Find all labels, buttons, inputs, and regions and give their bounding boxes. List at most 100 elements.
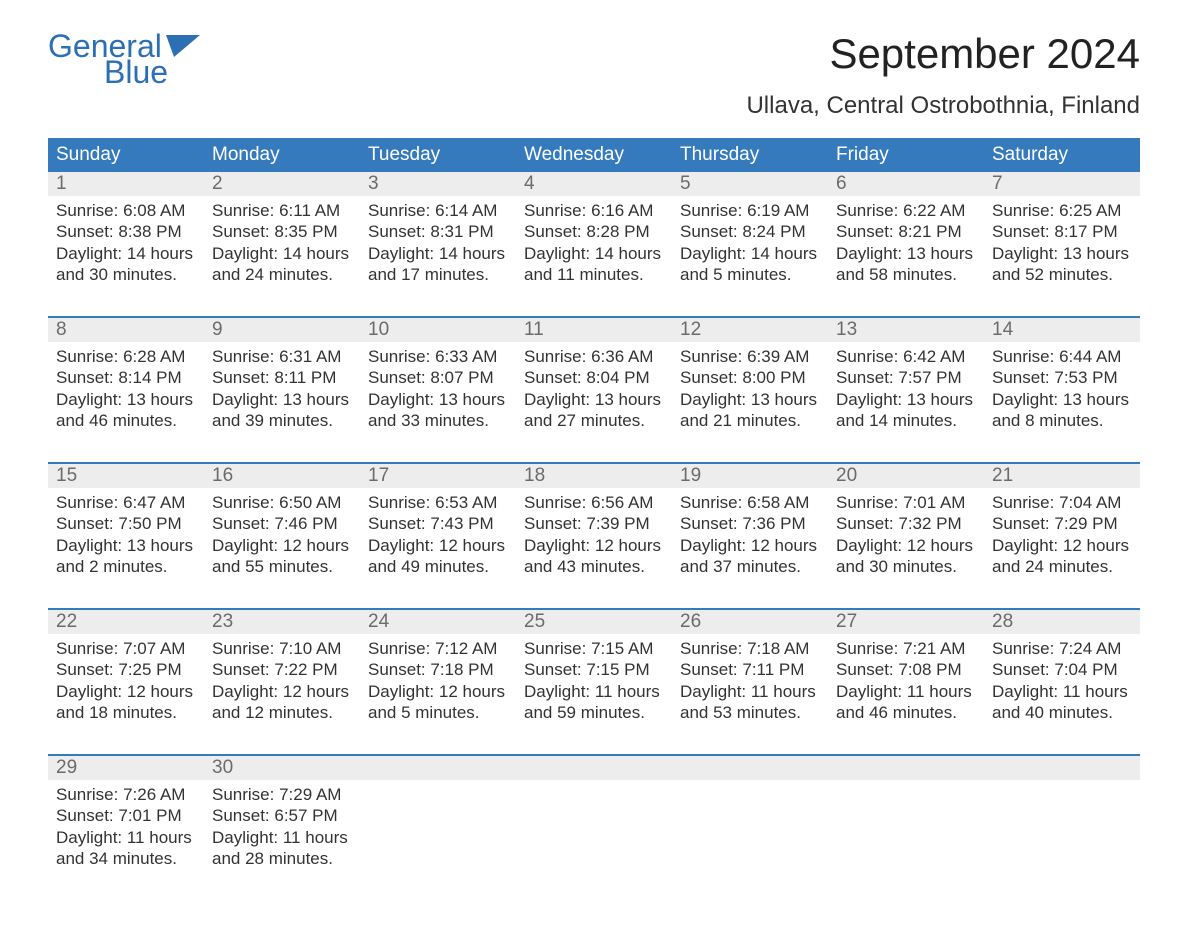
day-number: 29 [48, 756, 204, 780]
day-cell: Sunrise: 7:01 AMSunset: 7:32 PMDaylight:… [828, 488, 984, 592]
sunset-line: Sunset: 7:01 PM [56, 805, 196, 826]
location: Ullava, Central Ostrobothnia, Finland [746, 92, 1140, 120]
sunset-line: Sunset: 7:39 PM [524, 513, 664, 534]
day-number: 27 [828, 610, 984, 634]
sunset-line: Sunset: 8:00 PM [680, 367, 820, 388]
day-number: 7 [984, 172, 1140, 196]
daylight-line: Daylight: 13 hours and 46 minutes. [56, 389, 196, 432]
daylight-line: Daylight: 12 hours and 24 minutes. [992, 535, 1132, 578]
sunset-line: Sunset: 8:04 PM [524, 367, 664, 388]
day-cell: Sunrise: 6:08 AMSunset: 8:38 PMDaylight:… [48, 196, 204, 300]
day-cell: Sunrise: 7:18 AMSunset: 7:11 PMDaylight:… [672, 634, 828, 738]
sunrise-line: Sunrise: 6:31 AM [212, 346, 352, 367]
sunset-line: Sunset: 7:57 PM [836, 367, 976, 388]
daybody-row: Sunrise: 7:26 AMSunset: 7:01 PMDaylight:… [48, 780, 1140, 884]
day-cell: Sunrise: 7:04 AMSunset: 7:29 PMDaylight:… [984, 488, 1140, 592]
day-cell: Sunrise: 6:39 AMSunset: 8:00 PMDaylight:… [672, 342, 828, 446]
sunset-line: Sunset: 8:11 PM [212, 367, 352, 388]
sunset-line: Sunset: 8:38 PM [56, 221, 196, 242]
day-cell: Sunrise: 6:19 AMSunset: 8:24 PMDaylight:… [672, 196, 828, 300]
day-cell: Sunrise: 6:14 AMSunset: 8:31 PMDaylight:… [360, 196, 516, 300]
day-number: 12 [672, 318, 828, 342]
sunrise-line: Sunrise: 6:47 AM [56, 492, 196, 513]
day-number: 8 [48, 318, 204, 342]
sunrise-line: Sunrise: 6:25 AM [992, 200, 1132, 221]
sunset-line: Sunset: 7:29 PM [992, 513, 1132, 534]
day-number: 15 [48, 464, 204, 488]
daylight-line: Daylight: 13 hours and 33 minutes. [368, 389, 508, 432]
daynum-row: 15161718192021 [48, 464, 1140, 488]
logo-word-2: Blue [104, 56, 200, 88]
daylight-line: Daylight: 12 hours and 37 minutes. [680, 535, 820, 578]
day-number: 17 [360, 464, 516, 488]
daylight-line: Daylight: 14 hours and 30 minutes. [56, 243, 196, 286]
sunrise-line: Sunrise: 7:29 AM [212, 784, 352, 805]
daylight-line: Daylight: 13 hours and 27 minutes. [524, 389, 664, 432]
day-number: 25 [516, 610, 672, 634]
day-cell: Sunrise: 7:29 AMSunset: 6:57 PMDaylight:… [204, 780, 360, 884]
daylight-line: Daylight: 12 hours and 49 minutes. [368, 535, 508, 578]
sunset-line: Sunset: 7:50 PM [56, 513, 196, 534]
day-number: 6 [828, 172, 984, 196]
sunset-line: Sunset: 7:32 PM [836, 513, 976, 534]
sunset-line: Sunset: 8:14 PM [56, 367, 196, 388]
daylight-line: Daylight: 12 hours and 18 minutes. [56, 681, 196, 724]
sunset-line: Sunset: 7:04 PM [992, 659, 1132, 680]
daybody-row: Sunrise: 7:07 AMSunset: 7:25 PMDaylight:… [48, 634, 1140, 738]
day-number: 2 [204, 172, 360, 196]
sunrise-line: Sunrise: 7:24 AM [992, 638, 1132, 659]
daylight-line: Daylight: 11 hours and 53 minutes. [680, 681, 820, 724]
day-cell: Sunrise: 6:58 AMSunset: 7:36 PMDaylight:… [672, 488, 828, 592]
sunrise-line: Sunrise: 7:07 AM [56, 638, 196, 659]
daylight-line: Daylight: 13 hours and 2 minutes. [56, 535, 196, 578]
day-cell: Sunrise: 6:44 AMSunset: 7:53 PMDaylight:… [984, 342, 1140, 446]
daylight-line: Daylight: 12 hours and 30 minutes. [836, 535, 976, 578]
sunrise-line: Sunrise: 6:58 AM [680, 492, 820, 513]
daynum-row: 891011121314 [48, 318, 1140, 342]
page-title: September 2024 [746, 30, 1140, 78]
day-cell: Sunrise: 7:10 AMSunset: 7:22 PMDaylight:… [204, 634, 360, 738]
day-number: 21 [984, 464, 1140, 488]
day-number: 10 [360, 318, 516, 342]
weekday-header: Thursday [672, 138, 828, 172]
weekday-header: Wednesday [516, 138, 672, 172]
week: 1234567Sunrise: 6:08 AMSunset: 8:38 PMDa… [48, 172, 1140, 300]
week: 22232425262728Sunrise: 7:07 AMSunset: 7:… [48, 608, 1140, 738]
sunset-line: Sunset: 8:07 PM [368, 367, 508, 388]
weekday-header: Sunday [48, 138, 204, 172]
sunset-line: Sunset: 7:22 PM [212, 659, 352, 680]
daynum-row: 2930 [48, 756, 1140, 780]
sunset-line: Sunset: 7:11 PM [680, 659, 820, 680]
day-cell: Sunrise: 7:12 AMSunset: 7:18 PMDaylight:… [360, 634, 516, 738]
week: 2930Sunrise: 7:26 AMSunset: 7:01 PMDayli… [48, 754, 1140, 884]
day-cell [516, 780, 672, 884]
weekday-header: Friday [828, 138, 984, 172]
daynum-row: 1234567 [48, 172, 1140, 196]
day-cell [672, 780, 828, 884]
day-cell: Sunrise: 6:53 AMSunset: 7:43 PMDaylight:… [360, 488, 516, 592]
header: General Blue September 2024 Ullava, Cent… [48, 30, 1140, 132]
daybody-row: Sunrise: 6:47 AMSunset: 7:50 PMDaylight:… [48, 488, 1140, 592]
sunrise-line: Sunrise: 6:16 AM [524, 200, 664, 221]
sunrise-line: Sunrise: 7:26 AM [56, 784, 196, 805]
daybody-row: Sunrise: 6:28 AMSunset: 8:14 PMDaylight:… [48, 342, 1140, 446]
sunrise-line: Sunrise: 7:12 AM [368, 638, 508, 659]
sunset-line: Sunset: 7:53 PM [992, 367, 1132, 388]
day-cell: Sunrise: 7:15 AMSunset: 7:15 PMDaylight:… [516, 634, 672, 738]
sunrise-line: Sunrise: 6:50 AM [212, 492, 352, 513]
day-number: 13 [828, 318, 984, 342]
daylight-line: Daylight: 13 hours and 14 minutes. [836, 389, 976, 432]
sunrise-line: Sunrise: 7:18 AM [680, 638, 820, 659]
calendar: SundayMondayTuesdayWednesdayThursdayFrid… [48, 138, 1140, 884]
day-cell: Sunrise: 6:11 AMSunset: 8:35 PMDaylight:… [204, 196, 360, 300]
daylight-line: Daylight: 14 hours and 5 minutes. [680, 243, 820, 286]
sunrise-line: Sunrise: 6:33 AM [368, 346, 508, 367]
day-number: 11 [516, 318, 672, 342]
weekday-header-row: SundayMondayTuesdayWednesdayThursdayFrid… [48, 138, 1140, 172]
sunrise-line: Sunrise: 7:04 AM [992, 492, 1132, 513]
daynum-row: 22232425262728 [48, 610, 1140, 634]
sunrise-line: Sunrise: 6:28 AM [56, 346, 196, 367]
sunrise-line: Sunrise: 6:14 AM [368, 200, 508, 221]
sunset-line: Sunset: 7:08 PM [836, 659, 976, 680]
weekday-header: Tuesday [360, 138, 516, 172]
